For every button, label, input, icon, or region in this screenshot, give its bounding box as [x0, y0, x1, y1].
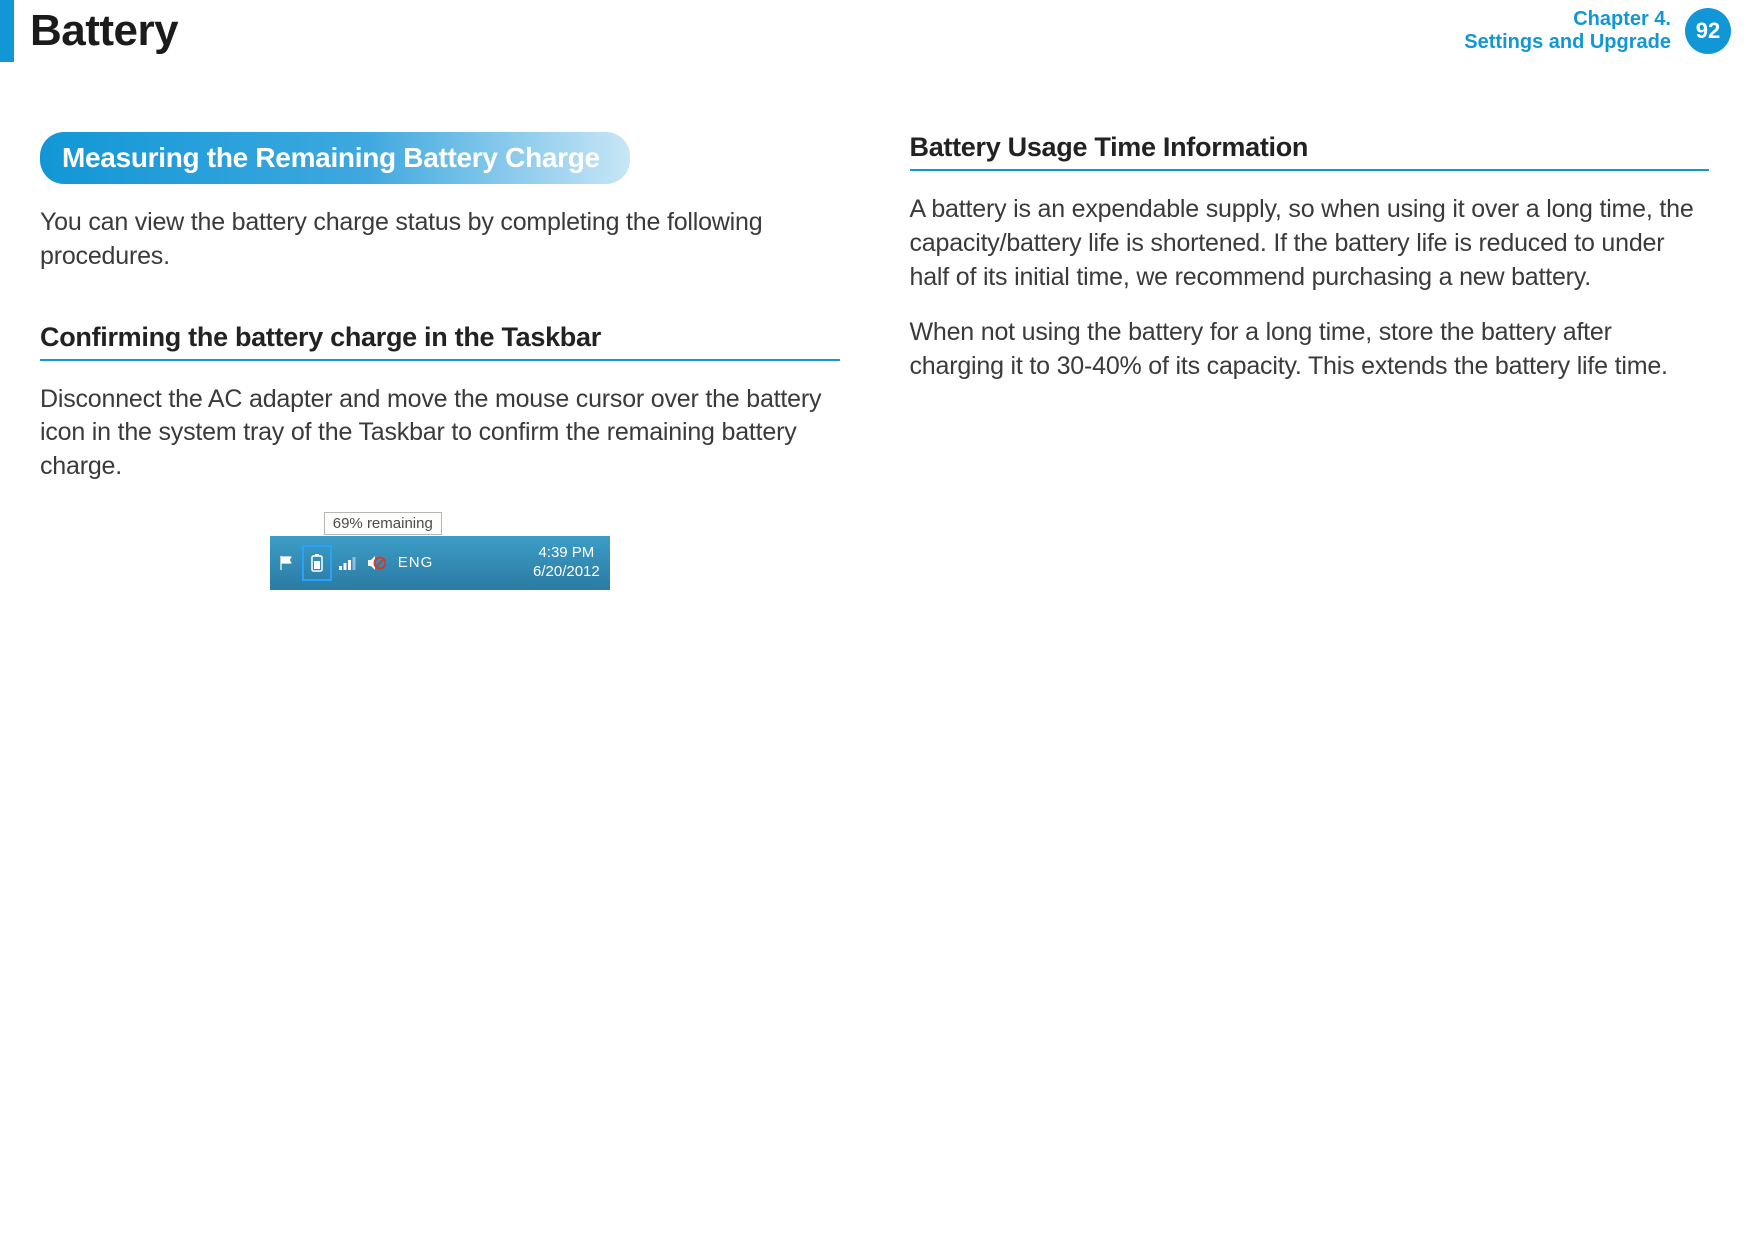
page-header: Battery Chapter 4. Settings and Upgrade … [0, 0, 1749, 62]
sub-heading-usage: Battery Usage Time Information [910, 132, 1710, 171]
usage-paragraph-1: A battery is an expendable supply, so wh… [910, 193, 1710, 294]
taskbar-screenshot: 69% remaining [40, 512, 840, 590]
chapter-line-1: Chapter 4. [1464, 8, 1671, 31]
taskbar-instruction: Disconnect the AC adapter and move the m… [40, 383, 840, 484]
language-indicator[interactable]: ENG [394, 554, 438, 571]
taskbar-strip: ENG 4:39 PM 6/20/2012 [270, 536, 610, 590]
section-pill-heading: Measuring the Remaining Battery Charge [40, 132, 630, 184]
network-bars-icon[interactable] [336, 552, 358, 574]
intro-paragraph: You can view the battery charge status b… [40, 206, 840, 274]
title-accent-bar [0, 0, 14, 62]
clock-block[interactable]: 4:39 PM 6/20/2012 [533, 544, 602, 582]
system-tray: 69% remaining [270, 512, 610, 590]
left-column: Measuring the Remaining Battery Charge Y… [40, 132, 840, 590]
right-column: Battery Usage Time Information A battery… [910, 132, 1710, 590]
volume-muted-icon[interactable] [365, 552, 387, 574]
chapter-text: Chapter 4. Settings and Upgrade [1464, 8, 1671, 54]
chapter-group: Chapter 4. Settings and Upgrade 92 [1464, 8, 1731, 54]
battery-icon [306, 552, 328, 574]
page-number: 92 [1696, 18, 1720, 44]
battery-tooltip: 69% remaining [324, 512, 442, 535]
content-columns: Measuring the Remaining Battery Charge Y… [0, 62, 1749, 590]
flag-icon[interactable] [276, 552, 298, 574]
usage-paragraph-2: When not using the battery for a long ti… [910, 316, 1710, 384]
title-group: Battery [0, 0, 178, 62]
page-number-badge: 92 [1685, 8, 1731, 54]
battery-icon-highlighted[interactable] [305, 548, 329, 578]
page-title: Battery [30, 6, 178, 56]
sub-heading-taskbar: Confirming the battery charge in the Tas… [40, 322, 840, 361]
clock-time: 4:39 PM [533, 544, 600, 563]
clock-date: 6/20/2012 [533, 563, 600, 582]
chapter-line-2: Settings and Upgrade [1464, 31, 1671, 54]
